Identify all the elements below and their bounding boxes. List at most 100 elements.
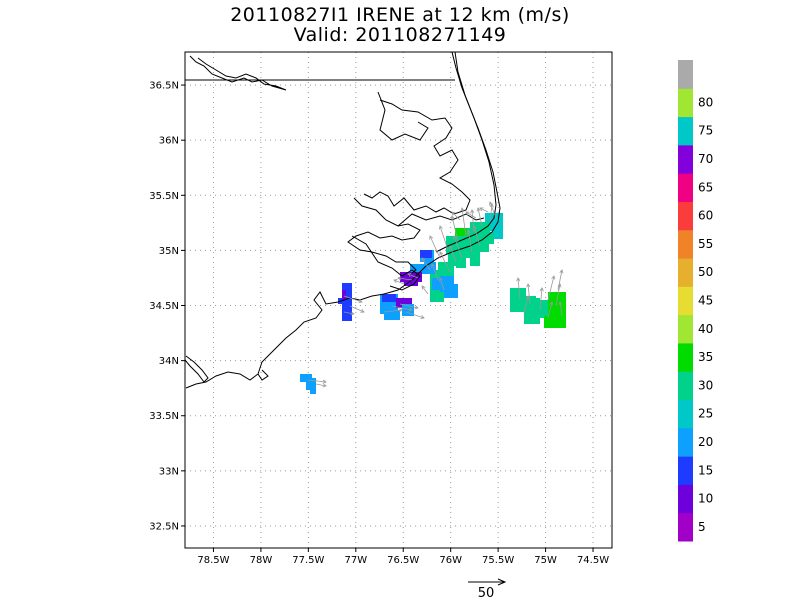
wind-vector-head: [472, 225, 477, 230]
wind-vector-head: [451, 211, 456, 216]
lat-tick-label: 36N: [159, 136, 179, 147]
wind-vector: [461, 207, 467, 237]
wind-vector-head: [526, 283, 531, 288]
wind-vector: [557, 269, 563, 291]
colorbar-segment: [678, 116, 693, 146]
colorbar-label: 30: [698, 378, 713, 392]
wind-vector: [405, 311, 425, 319]
wind-vector: [473, 225, 481, 247]
wind-vector-head: [549, 301, 554, 306]
wind-vector-head: [421, 257, 426, 262]
wind-vector-head: [453, 235, 457, 240]
wind-vector: [451, 211, 461, 221]
wind-vector: [547, 275, 555, 301]
colorbar-label: 70: [698, 152, 713, 166]
lon-tick-label: 78.5W: [197, 555, 229, 566]
pamlico-sound-shore: [347, 197, 421, 277]
coastline: [185, 52, 501, 389]
lat-tick-label: 33.5N: [149, 411, 179, 422]
colorbar-segment: [678, 484, 693, 514]
lon-tick-label: 75.5W: [482, 555, 514, 566]
wind-speed-cell: [528, 300, 542, 314]
lon-tick-label: 76.5W: [387, 555, 419, 566]
wind-vector-head: [358, 299, 363, 304]
map-frame: [184, 51, 613, 549]
wind-vector-head: [408, 307, 413, 312]
wind-vector-head: [438, 277, 443, 282]
wind-vector-head: [465, 211, 470, 216]
colorbar-label: 45: [698, 294, 713, 308]
wind-vector-head: [470, 209, 475, 214]
lat-tick-label: 34.5N: [149, 301, 179, 312]
wind-vector-head: [350, 311, 355, 316]
wind-vectors: [307, 201, 564, 388]
wind-vector-head: [525, 295, 530, 300]
wind-vector: [343, 295, 363, 303]
reference-vector-label: 50: [478, 586, 495, 600]
wind-speed-cell: [382, 294, 396, 302]
wind-vector: [407, 273, 419, 279]
wind-vector-head: [489, 201, 493, 206]
lat-tick-label: 32.5N: [149, 521, 179, 532]
wind-vector: [393, 279, 405, 285]
wind-vector: [517, 277, 521, 301]
wind-vector: [421, 285, 429, 295]
wind-vector: [539, 287, 543, 311]
wind-vector: [397, 277, 413, 281]
wind-speed-cell: [404, 272, 418, 286]
wind-vector-head: [393, 279, 398, 283]
wind-vector-head: [322, 383, 327, 388]
wind-speed-cell: [410, 264, 424, 274]
cape-fear-outline: [257, 369, 269, 381]
lon-tick-label: 76W: [439, 555, 462, 566]
wind-vector-head: [360, 309, 365, 313]
wind-vector: [467, 229, 473, 253]
wind-vector-head: [438, 225, 443, 230]
colorbar-label: 5: [698, 520, 706, 534]
colorbar-segment: [678, 427, 693, 457]
colorbar-segment: [678, 173, 693, 202]
wind-speed-cell: [342, 290, 346, 300]
lat-tick-label: 33N: [159, 466, 179, 477]
wind-vector-head: [439, 251, 444, 256]
neuse-river-shore: [351, 235, 421, 291]
wind-vector: [349, 305, 365, 313]
wind-vector-head: [551, 275, 556, 280]
wind-vector: [449, 245, 457, 263]
longitude-axis: 78.5W 78W 77.5W 77W 76.5W 76W 75.5W 75W 74.5W: [197, 548, 609, 566]
wind-vector: [465, 211, 477, 219]
wind-vector-head: [322, 379, 327, 384]
wind-vector-head: [421, 285, 426, 290]
albemarle-north-shore: [377, 91, 429, 141]
colorbar-segment: [678, 512, 693, 542]
wind-speed-cell: [396, 298, 412, 308]
wind-vector: [439, 277, 445, 291]
colorbar-label: 55: [698, 237, 713, 251]
wind-vector: [523, 295, 529, 315]
wind-vector-head: [429, 235, 434, 240]
colorbar-label: 65: [698, 180, 713, 194]
wind-vector-head: [450, 215, 455, 220]
albemarle-sound-shore: [363, 99, 471, 215]
wind-vector: [421, 257, 431, 271]
wind-speed-cell: [306, 378, 316, 390]
wind-vector-head: [559, 269, 564, 274]
chart-title: 20110827I1 IRENE at 12 km (m/s): [230, 4, 570, 26]
reference-vector: 50: [468, 578, 507, 600]
wind-vector-head: [460, 207, 465, 212]
colorbar-label: 40: [698, 322, 713, 336]
wind-vector: [391, 305, 413, 311]
wind-vector: [439, 225, 449, 251]
wind-vector-head: [420, 315, 425, 320]
colorbar-segment: [678, 286, 693, 316]
colorbar-label: 75: [698, 124, 713, 138]
wind-vector-head: [449, 245, 453, 250]
wind-speed-cell: [444, 290, 452, 298]
wind-speed-cell: [455, 228, 467, 236]
wind-vector: [399, 303, 419, 309]
wind-vector: [527, 283, 531, 305]
colorbar-label: 10: [698, 492, 713, 506]
wind-speed-cell: [384, 310, 400, 320]
colorbar-label: 60: [698, 209, 713, 223]
